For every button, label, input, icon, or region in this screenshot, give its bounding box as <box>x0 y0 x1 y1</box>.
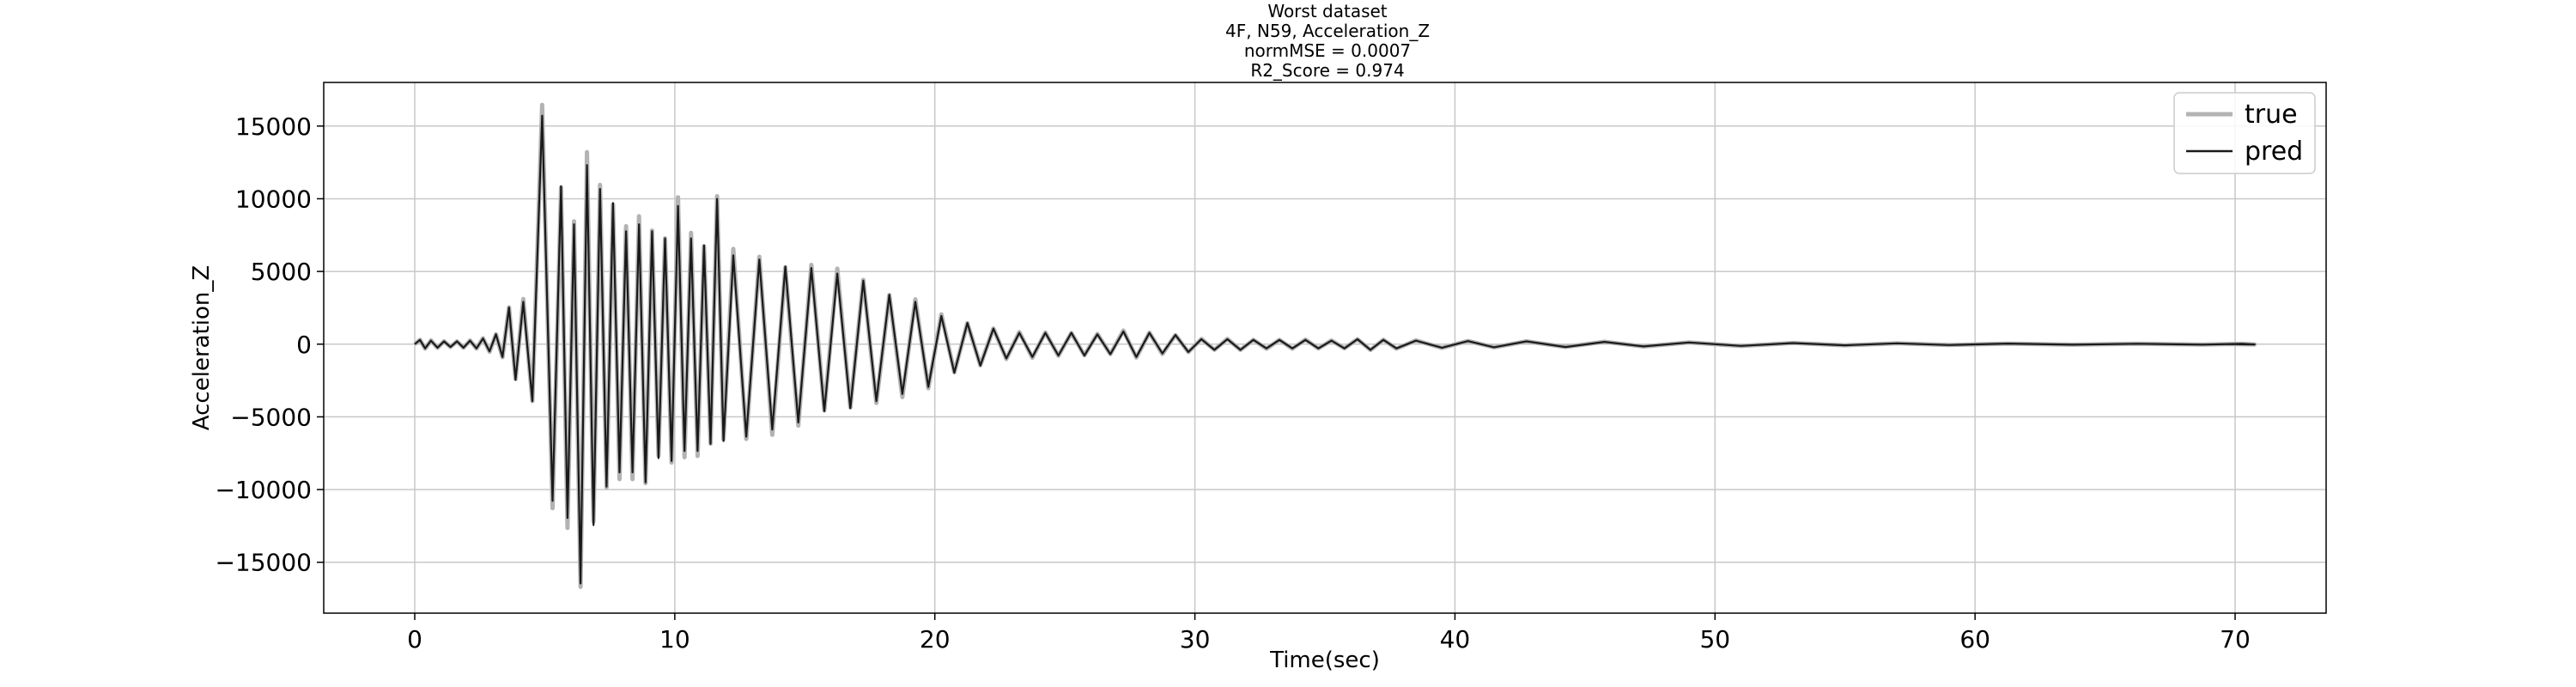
x-tick-label: 60 <box>1959 625 1990 654</box>
x-tick-label: 10 <box>659 625 690 654</box>
x-axis-label: Time(sec) <box>1269 647 1380 673</box>
y-tick-label: −5000 <box>230 403 312 431</box>
plot-frame <box>323 82 2327 614</box>
x-tick-label: 70 <box>2220 625 2251 654</box>
y-axis: −15000 −10000 −5000 0 5000 10000 15000 <box>215 112 324 577</box>
x-axis: 0 10 20 30 40 50 60 70 <box>407 613 2251 654</box>
chart-title: Worst dataset 4F, N59, Acceleration_Z no… <box>1225 1 1430 81</box>
x-tick-label: 20 <box>920 625 951 654</box>
legend-label-pred: pred <box>2245 137 2303 167</box>
series-pred-line <box>414 114 2256 585</box>
title-line-1: Worst dataset <box>1267 1 1387 21</box>
y-tick-label: 15000 <box>235 112 312 141</box>
x-tick-label: 0 <box>407 625 422 654</box>
title-line-2: 4F, N59, Acceleration_Z <box>1225 21 1430 41</box>
title-line-3: normMSE = 0.0007 <box>1244 40 1411 61</box>
legend-label-true: true <box>2245 100 2298 130</box>
y-tick-label: −10000 <box>215 476 312 504</box>
x-tick-label: 40 <box>1440 625 1471 654</box>
y-tick-label: 10000 <box>235 185 312 213</box>
y-tick-label: −15000 <box>215 549 312 577</box>
legend: true pred <box>2173 92 2316 174</box>
x-tick-label: 30 <box>1180 625 1211 654</box>
series-pred <box>414 114 2256 585</box>
y-tick-label: 5000 <box>251 258 312 286</box>
series-true-line <box>413 102 2257 589</box>
y-axis-label: Acceleration_Z <box>189 265 215 430</box>
title-line-4: R2_Score = 0.974 <box>1250 60 1404 81</box>
series-true <box>413 102 2257 589</box>
y-tick-label: 0 <box>296 331 312 359</box>
x-tick-label: 50 <box>1699 625 1730 654</box>
